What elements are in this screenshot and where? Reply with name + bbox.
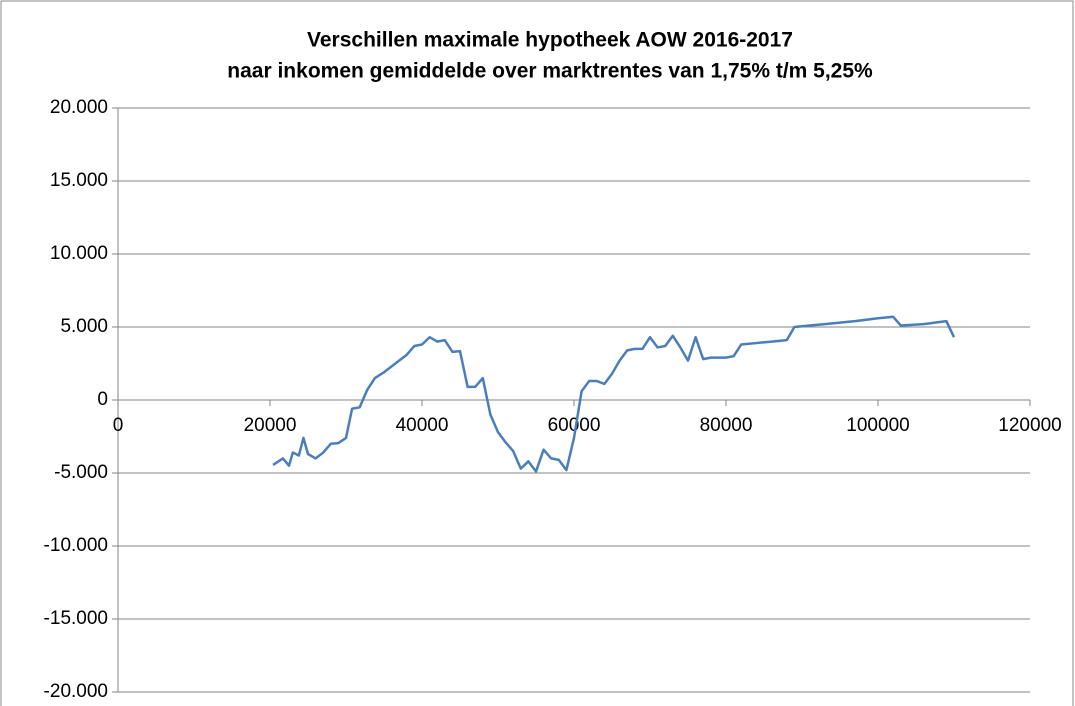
x-tick-label: 60000	[548, 415, 601, 436]
chart-title: Verschillen maximale hypotheek AOW 2016-…	[307, 29, 793, 52]
x-tick-label: 40000	[396, 415, 449, 436]
y-tick-label: 20.000	[50, 97, 108, 118]
x-tick-label: 100000	[846, 415, 909, 436]
x-tick-label: 0	[113, 415, 124, 436]
y-tick-label: 10.000	[50, 243, 108, 264]
x-tick-label: 80000	[700, 415, 753, 436]
y-tick-label: -5.000	[54, 462, 108, 483]
y-tick-label: 0	[97, 389, 108, 410]
x-tick-label: 20000	[244, 415, 297, 436]
y-tick-label: -10.000	[44, 535, 108, 556]
y-tick-label: -15.000	[44, 608, 108, 629]
y-tick-label: -20.000	[44, 681, 108, 702]
data-line	[272, 315, 956, 473]
x-tick-label: 120000	[998, 415, 1061, 436]
y-tick-label: 15.000	[50, 170, 108, 191]
y-tick-label: 5.000	[60, 316, 108, 337]
chart-title: naar inkomen gemiddelde over marktrentes…	[227, 60, 873, 83]
